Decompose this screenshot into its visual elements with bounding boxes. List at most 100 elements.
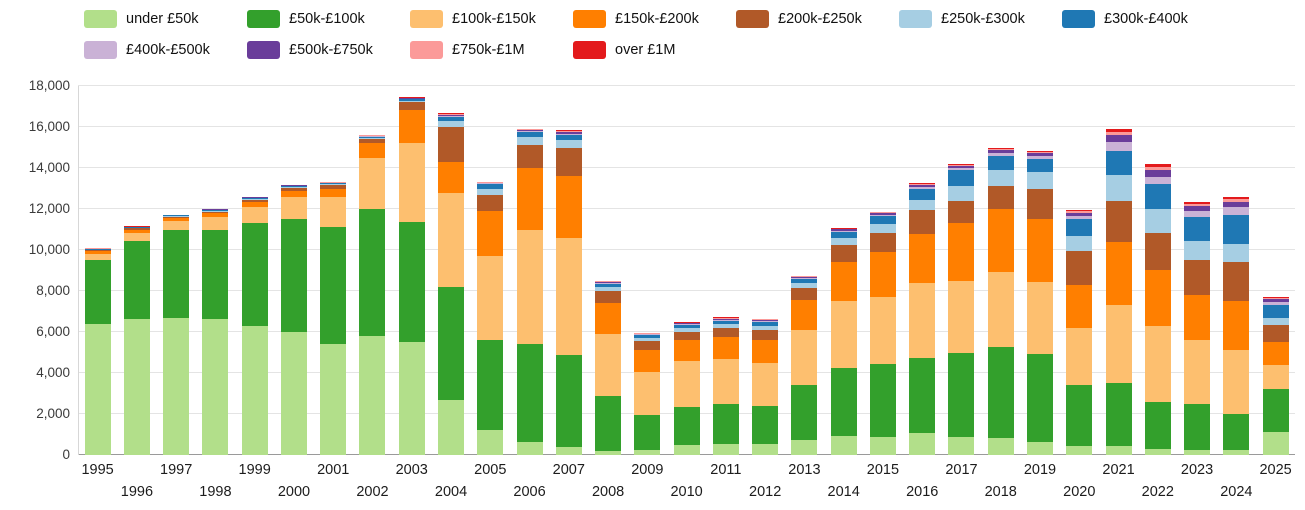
- bar-segment: [595, 283, 622, 287]
- bar-slot: [235, 86, 274, 455]
- bar-slot: [785, 86, 824, 455]
- bar-segment: [1027, 151, 1053, 153]
- bar-segment: [909, 233, 936, 283]
- bar-segment: [673, 323, 700, 324]
- bar-segment: [1223, 262, 1250, 302]
- bar-segment: [987, 209, 1014, 272]
- bar-segment: [1066, 385, 1093, 446]
- bar-segment: [1144, 209, 1171, 233]
- bar-segment: [1223, 243, 1250, 263]
- bar-segment: [791, 300, 818, 330]
- bar-slot: [510, 86, 549, 455]
- bar-segment: [320, 183, 347, 185]
- x-tick-slot: 1996: [117, 458, 156, 508]
- bar-segment: [791, 278, 818, 283]
- x-tick-label: 2024: [1220, 484, 1253, 500]
- bar-segment: [595, 450, 622, 455]
- bar-slot: [706, 86, 745, 455]
- bar-segment: [830, 262, 857, 302]
- bar-segment: [1066, 215, 1093, 220]
- legend-item: over £1M: [573, 39, 736, 61]
- bar-slot: [1217, 86, 1256, 455]
- stacked-bar-2014: [830, 86, 857, 455]
- bar-segment: [948, 166, 975, 169]
- bar-segment: [123, 240, 150, 319]
- legend-item: £500k-£750k: [247, 39, 410, 61]
- bar-slot: [981, 86, 1020, 455]
- bar-segment: [320, 185, 347, 189]
- stacked-bar-1997: [163, 86, 190, 455]
- bar-slot: [628, 86, 667, 455]
- bar-segment: [1262, 389, 1289, 433]
- stacked-bar-2020: [1066, 86, 1093, 455]
- bar-segment: [673, 444, 700, 455]
- x-tick-slot: 2018: [981, 458, 1020, 508]
- bar-segment: [987, 347, 1014, 438]
- bar-segment: [516, 130, 543, 133]
- legend-item: £100k-£150k: [410, 8, 573, 30]
- legend-swatch: [410, 10, 443, 28]
- bar-segment: [1184, 201, 1211, 204]
- bar-segment: [241, 197, 268, 199]
- legend-label: £300k-£400k: [1104, 11, 1188, 27]
- bar-slot: [157, 86, 196, 455]
- bar-segment: [1066, 212, 1093, 216]
- bar-segment: [359, 209, 386, 337]
- bar-segment: [909, 185, 936, 187]
- bar-segment: [752, 319, 779, 321]
- x-tick-label: 2015: [866, 462, 900, 478]
- bar-segment: [359, 157, 386, 210]
- bar-segment: [438, 113, 465, 114]
- bar-segment: [673, 332, 700, 341]
- legend-item: £250k-£300k: [899, 8, 1062, 30]
- gridline: [78, 290, 1295, 291]
- bar-segment: [477, 188, 504, 195]
- bar-segment: [1105, 142, 1132, 151]
- bar-segment: [163, 229, 190, 318]
- bar-segment: [869, 224, 896, 233]
- bar-segment: [438, 161, 465, 193]
- bar-segment: [1184, 260, 1211, 296]
- bar-segment: [555, 130, 582, 131]
- bar-segment: [634, 333, 661, 335]
- bar-segment: [595, 291, 622, 304]
- x-tick-slot: 2013: [785, 458, 824, 508]
- bar-segment: [84, 260, 111, 324]
- bar-segment: [555, 133, 582, 136]
- bar-segment: [1223, 449, 1250, 455]
- bar-segment: [752, 362, 779, 406]
- bar-segment: [280, 190, 307, 197]
- x-tick-label: 2022: [1141, 484, 1174, 500]
- bar-segment: [1262, 305, 1289, 318]
- legend-label: £200k-£250k: [778, 11, 862, 27]
- bar-segment: [1105, 445, 1132, 455]
- x-tick-label: 2000: [277, 484, 311, 500]
- stacked-bar-2000: [280, 86, 307, 455]
- stacked-bar-2005: [477, 86, 504, 455]
- bar-segment: [1144, 176, 1171, 185]
- bar-segment: [1262, 342, 1289, 365]
- x-tick-slot: 2011: [706, 458, 745, 508]
- bar-slot: [431, 86, 470, 455]
- bar-segment: [634, 337, 661, 342]
- bar-segment: [830, 229, 857, 231]
- x-tick-slot: 1995: [78, 458, 117, 508]
- legend-swatch: [84, 10, 117, 28]
- legend-swatch: [247, 41, 280, 59]
- bar-segment: [320, 227, 347, 345]
- bar-segment: [869, 212, 896, 214]
- bar-segment: [634, 371, 661, 416]
- x-tick-slot: 2008: [588, 458, 627, 508]
- bar-segment: [555, 135, 582, 141]
- y-tick-label: 10,000: [28, 242, 70, 257]
- x-tick-slot: 2017: [942, 458, 981, 508]
- bar-segment: [634, 334, 661, 336]
- bar-segment: [634, 415, 661, 450]
- x-tick-label: 2001: [317, 462, 350, 478]
- bar-segment: [438, 192, 465, 287]
- bar-segment: [595, 281, 622, 283]
- stacked-bar-2006: [516, 86, 543, 455]
- stacked-bar-1999: [241, 86, 268, 455]
- bar-segment: [241, 223, 268, 326]
- stacked-bar-2008: [595, 86, 622, 455]
